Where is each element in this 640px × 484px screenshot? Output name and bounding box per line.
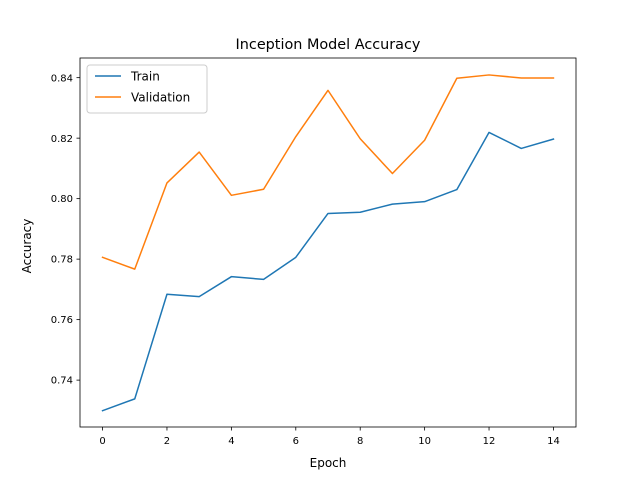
y-tick-label: 0.82 xyxy=(51,134,73,145)
legend-frame xyxy=(86,64,208,114)
x-tick-label: 8 xyxy=(357,436,363,447)
x-tick-label: 4 xyxy=(228,436,234,447)
y-axis-label: Accuracy xyxy=(20,219,34,274)
series-layer xyxy=(101,74,555,412)
x-tick-label: 2 xyxy=(164,436,170,447)
series-line-0 xyxy=(101,131,555,412)
y-tick-label: 0.74 xyxy=(51,376,73,387)
series-line-1 xyxy=(101,74,555,270)
x-axis-label: Epoch xyxy=(310,456,347,470)
y-tick-label: 0.76 xyxy=(51,315,73,326)
y-tick-label: 0.78 xyxy=(51,255,73,266)
legend: Train Validation xyxy=(86,64,208,114)
legend-train-label: Train xyxy=(130,70,160,84)
y-tick-label: 0.84 xyxy=(51,73,73,84)
axes-layer: 0 2 4 6 8 10 12 14 0.74 0.76 0.78 0.80 0.82 0.84 xyxy=(51,57,577,447)
plot-frame xyxy=(79,57,577,428)
x-tick-label: 12 xyxy=(483,436,496,447)
y-tick-label: 0.80 xyxy=(51,194,73,205)
x-tick-label: 10 xyxy=(418,436,431,447)
x-tick-label: 14 xyxy=(547,436,560,447)
x-tick-label: 6 xyxy=(293,436,299,447)
legend-validation-label: Validation xyxy=(131,91,190,105)
chart-title: Inception Model Accuracy xyxy=(236,37,421,53)
x-tick-label: 0 xyxy=(99,436,105,447)
